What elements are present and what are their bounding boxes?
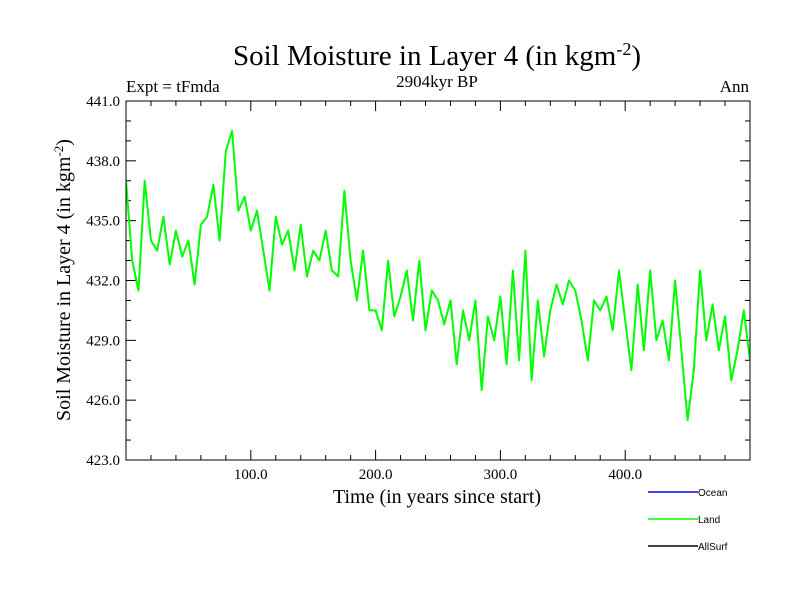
legend-item-ocean: Ocean [648, 488, 727, 499]
subtitle-center: 2904kyr BP [396, 72, 478, 91]
y-tick-label: 423.0 [86, 453, 120, 469]
x-tick-labels: 100.0 200.0 300.0 400.0 [234, 467, 642, 483]
chart-title: Soil Moisture in Layer 4 (in kgm-2) [233, 39, 641, 72]
y-tick-label: 429.0 [86, 333, 120, 349]
y-tick-label: 438.0 [86, 154, 120, 170]
x-tick-label: 400.0 [608, 467, 642, 483]
legend-item-land: Land [648, 515, 720, 526]
x-tick-label: 200.0 [359, 467, 393, 483]
chart-title-text: Soil Moisture in Layer 4 (in kgm-2) [233, 39, 641, 72]
legend-item-allsurf: AllSurf [648, 542, 728, 553]
y-tick-label: 441.0 [86, 94, 120, 110]
y-tick-label: 432.0 [86, 274, 120, 290]
plot-area [126, 129, 750, 422]
y-tick-label: 426.0 [86, 393, 120, 409]
land-series-line [126, 129, 750, 422]
plot-frame [125, 100, 751, 461]
legend-label-ocean: Ocean [698, 488, 727, 499]
legend-label-land: Land [698, 515, 720, 526]
legend: Ocean Land AllSurf [648, 488, 728, 553]
y-axis-label: Soil Moisture in Layer 4 (in kgm-2) [51, 139, 76, 421]
x-axis-label: Time (in years since start) [333, 486, 541, 508]
y-tick-labels: 423.0 426.0 429.0 432.0 435.0 438.0 441.0 [86, 94, 120, 469]
axis-ticks [126, 100, 750, 461]
legend-label-allsurf: AllSurf [698, 542, 728, 553]
subtitle-left: Expt = tFmda [126, 77, 220, 96]
x-tick-label: 300.0 [484, 467, 518, 483]
x-tick-label: 100.0 [234, 467, 268, 483]
subtitle-right: Ann [720, 77, 750, 96]
y-tick-label: 435.0 [86, 214, 120, 230]
